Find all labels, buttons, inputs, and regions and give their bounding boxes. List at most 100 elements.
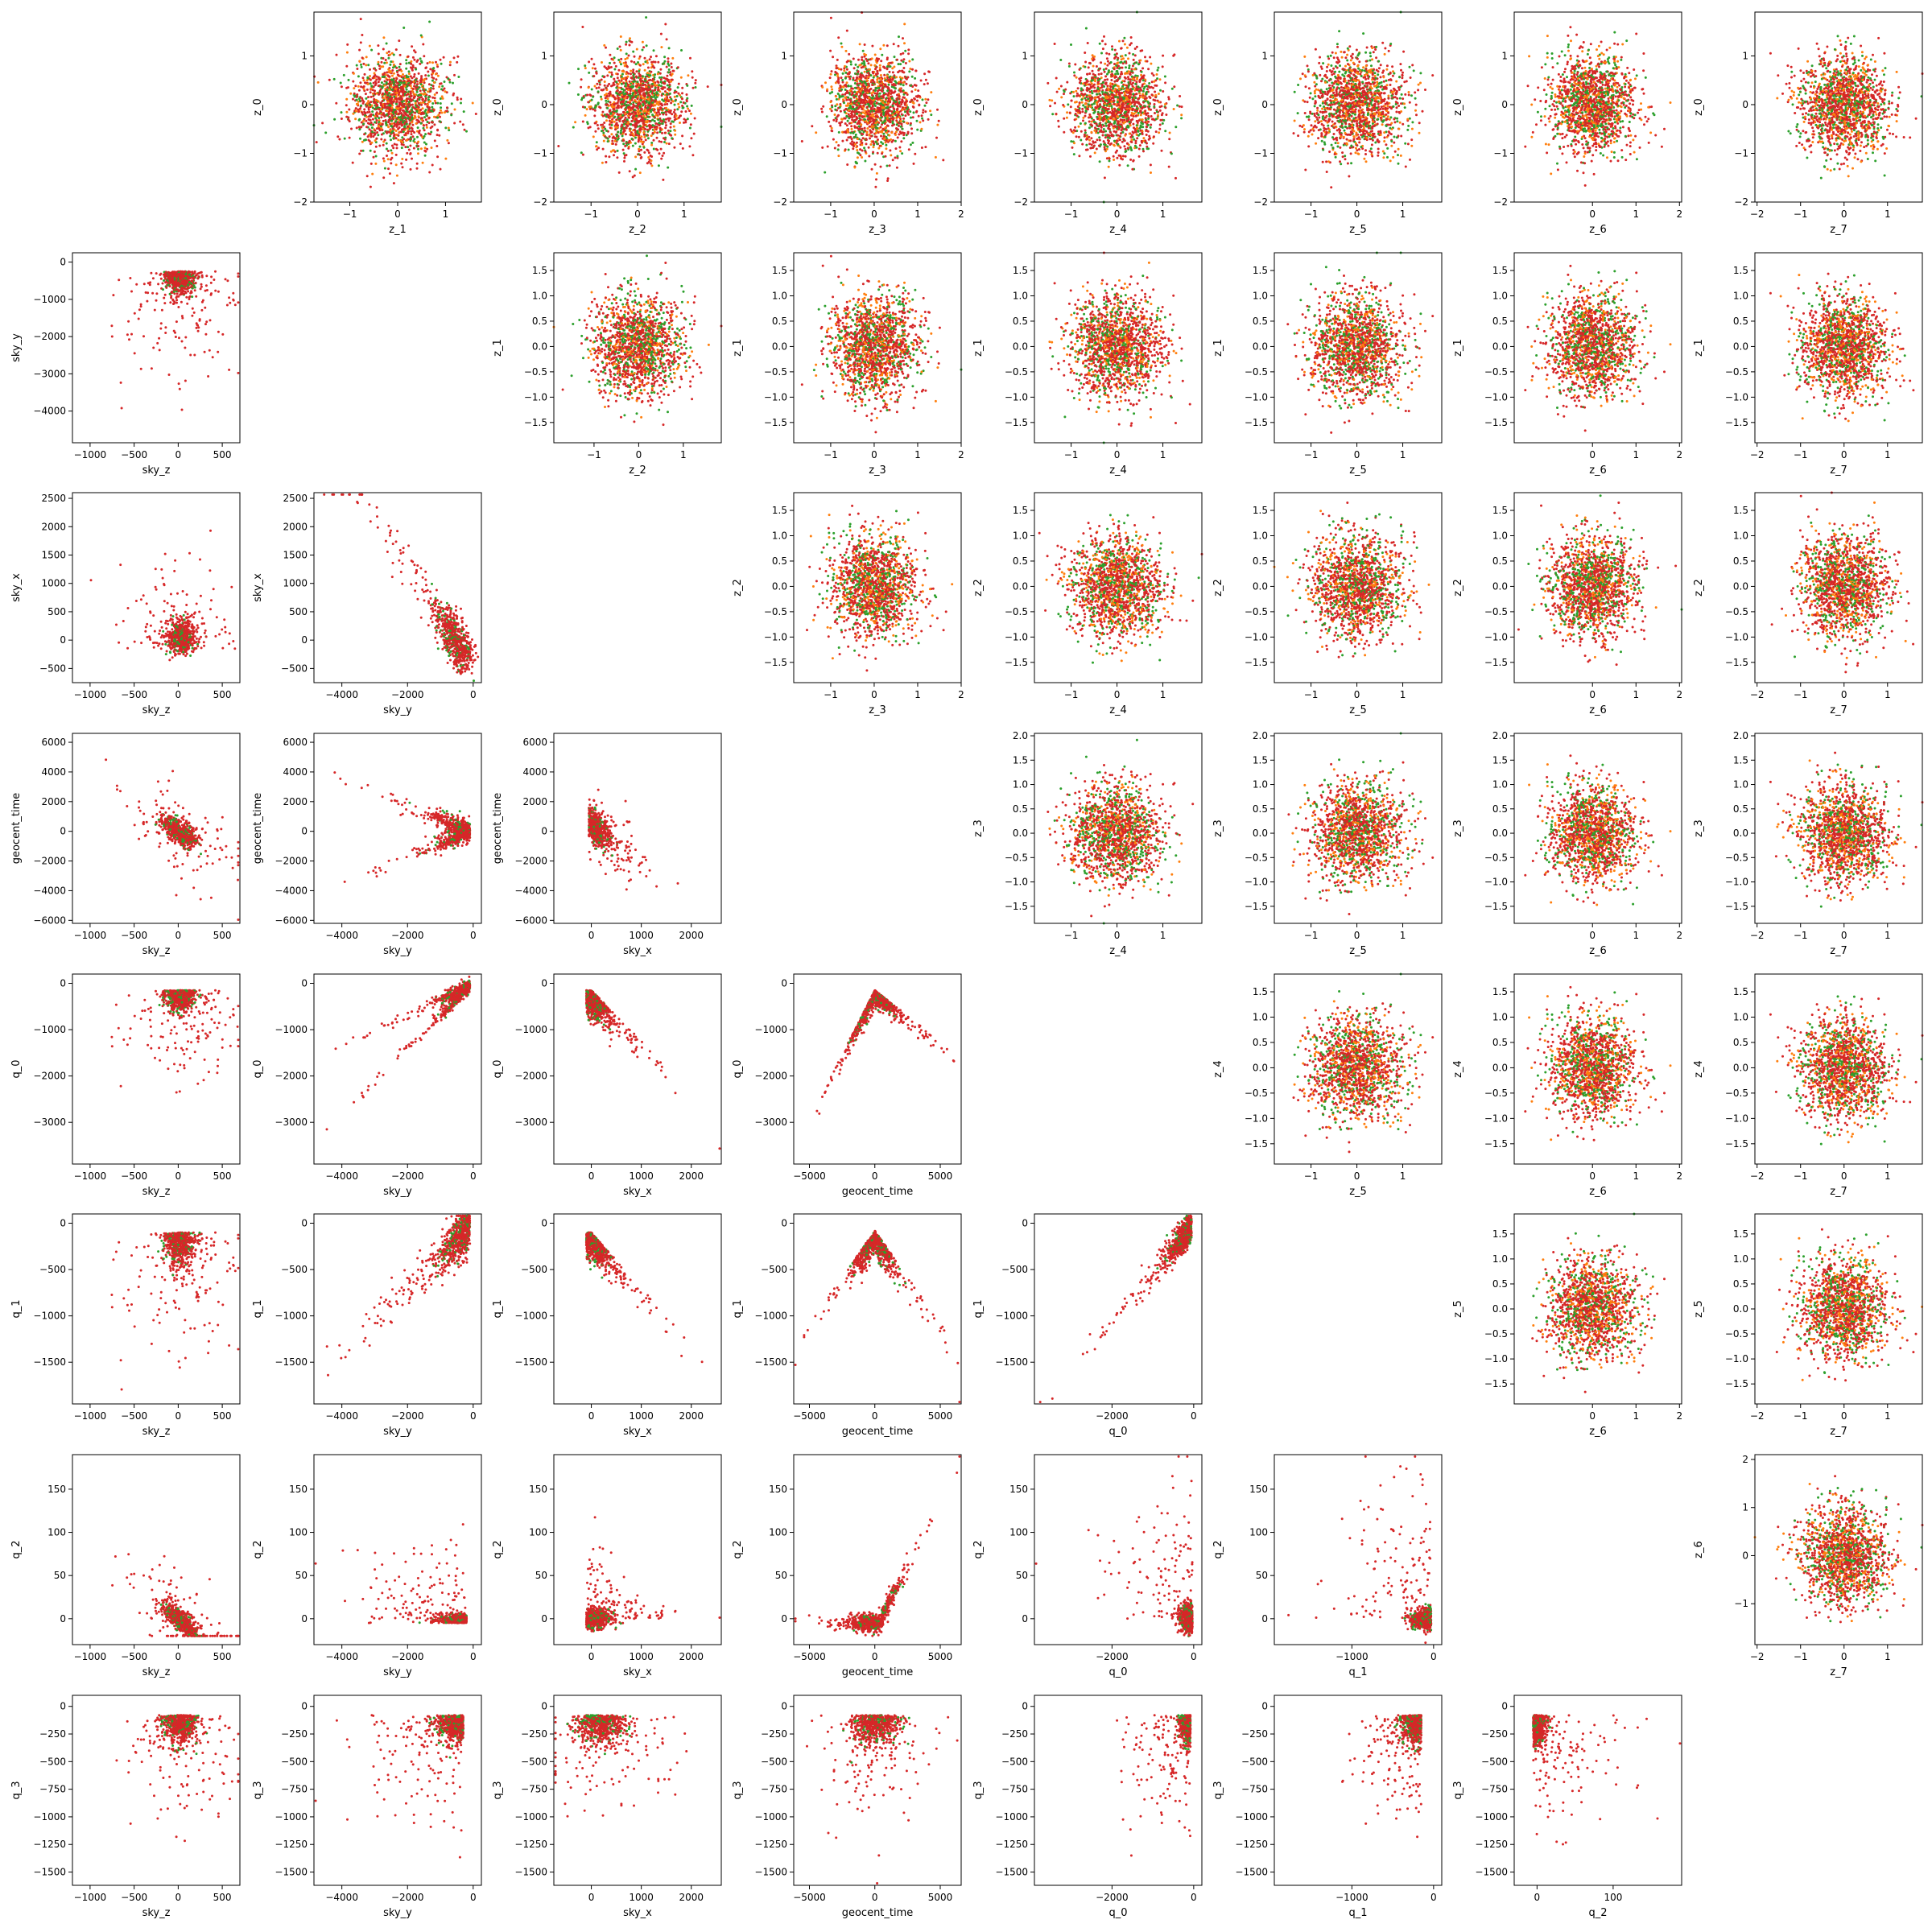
scatter-point xyxy=(361,66,363,68)
scatter-point xyxy=(869,143,872,146)
subplot-z_0-vs-z_2: −1 0 1−2−101z_2z_0 xyxy=(492,12,723,236)
scatter-point xyxy=(667,57,670,60)
scatter-point xyxy=(871,108,873,110)
scatter-point xyxy=(580,78,583,80)
scatter-point xyxy=(886,65,889,68)
scatter-point xyxy=(614,126,617,128)
scatter-point xyxy=(850,113,852,115)
scatter-point xyxy=(880,74,882,76)
scatter-point xyxy=(427,111,429,114)
scatter-point xyxy=(853,67,856,69)
scatter-point xyxy=(348,79,350,81)
scatter-point xyxy=(902,77,904,80)
scatter-point xyxy=(358,153,361,155)
scatter-point xyxy=(395,107,398,109)
scatter-point xyxy=(924,105,927,107)
scatter-point xyxy=(436,155,439,158)
scatter-point xyxy=(861,128,864,130)
scatter-point xyxy=(625,93,627,95)
scatter-point xyxy=(648,151,650,154)
scatter-point xyxy=(630,134,632,136)
scatter-point xyxy=(431,164,434,167)
scatter-point xyxy=(386,43,388,45)
scatter-point xyxy=(620,63,622,65)
scatter-point xyxy=(826,89,828,91)
scatter-point xyxy=(410,66,412,68)
scatter-point xyxy=(895,119,898,122)
scatter-point xyxy=(1150,63,1152,65)
scatter-point xyxy=(642,131,645,134)
scatter-point xyxy=(629,170,631,172)
scatter-point xyxy=(435,73,437,76)
scatter-point xyxy=(435,61,437,64)
scatter-point xyxy=(646,88,648,90)
scatter-point xyxy=(686,97,688,100)
scatter-point xyxy=(848,117,850,119)
scatter-point xyxy=(854,87,857,89)
scatter-point xyxy=(906,112,909,114)
scatter-point xyxy=(580,151,583,154)
scatter-point xyxy=(429,100,431,102)
scatter-point xyxy=(642,119,645,122)
scatter-point xyxy=(1150,124,1152,126)
scatter-point xyxy=(877,60,879,62)
scatter-point xyxy=(393,72,395,75)
scatter-point xyxy=(406,120,408,122)
scatter-point xyxy=(917,89,919,92)
scatter-point xyxy=(909,110,911,113)
scatter-point xyxy=(874,54,877,56)
scatter-point xyxy=(410,60,412,63)
scatter-point xyxy=(1107,60,1109,63)
scatter-point xyxy=(888,87,890,89)
scatter-point xyxy=(626,118,629,121)
scatter-point xyxy=(390,149,392,151)
scatter-point xyxy=(839,124,841,126)
scatter-point xyxy=(870,118,873,120)
scatter-point xyxy=(413,76,415,78)
scatter-point xyxy=(871,97,873,99)
scatter-point xyxy=(862,137,865,139)
scatter-point xyxy=(922,111,924,114)
scatter-point xyxy=(390,120,393,122)
scatter-point xyxy=(865,138,868,141)
scatter-point xyxy=(366,111,369,114)
scatter-point xyxy=(436,129,439,131)
scatter-point xyxy=(629,44,631,47)
scatter-point xyxy=(879,145,881,147)
scatter-point xyxy=(628,117,630,119)
x-tick-label: 0 xyxy=(394,208,401,220)
scatter-point xyxy=(614,140,617,142)
scatter-point xyxy=(635,122,638,124)
scatter-point xyxy=(888,92,890,94)
scatter-point xyxy=(420,134,423,136)
scatter-point xyxy=(686,100,688,102)
scatter-point xyxy=(877,111,880,114)
scatter-point xyxy=(379,110,382,113)
scatter-point xyxy=(872,72,874,74)
scatter-point xyxy=(423,89,425,92)
scatter-point xyxy=(921,114,923,117)
scatter-point xyxy=(658,84,660,86)
scatter-point xyxy=(687,74,689,76)
scatter-point xyxy=(617,150,619,152)
scatter-point xyxy=(652,65,654,68)
scatter-point xyxy=(638,150,640,152)
scatter-point xyxy=(675,114,678,117)
scatter-point xyxy=(675,100,677,102)
scatter-point xyxy=(640,149,642,151)
scatter-point xyxy=(856,105,858,107)
scatter-point xyxy=(599,84,601,86)
scatter-point xyxy=(421,117,423,119)
scatter-point xyxy=(411,124,414,126)
scatter-point xyxy=(396,124,398,126)
scatter-point xyxy=(902,52,904,55)
scatter-point xyxy=(649,127,651,130)
scatter-point xyxy=(660,158,663,160)
scatter-point xyxy=(665,118,667,121)
scatter-point xyxy=(346,43,349,46)
scatter-point xyxy=(443,56,445,59)
scatter-point xyxy=(874,141,877,143)
scatter-point xyxy=(402,27,405,29)
scatter-point xyxy=(901,70,903,72)
scatter-point xyxy=(384,167,386,170)
